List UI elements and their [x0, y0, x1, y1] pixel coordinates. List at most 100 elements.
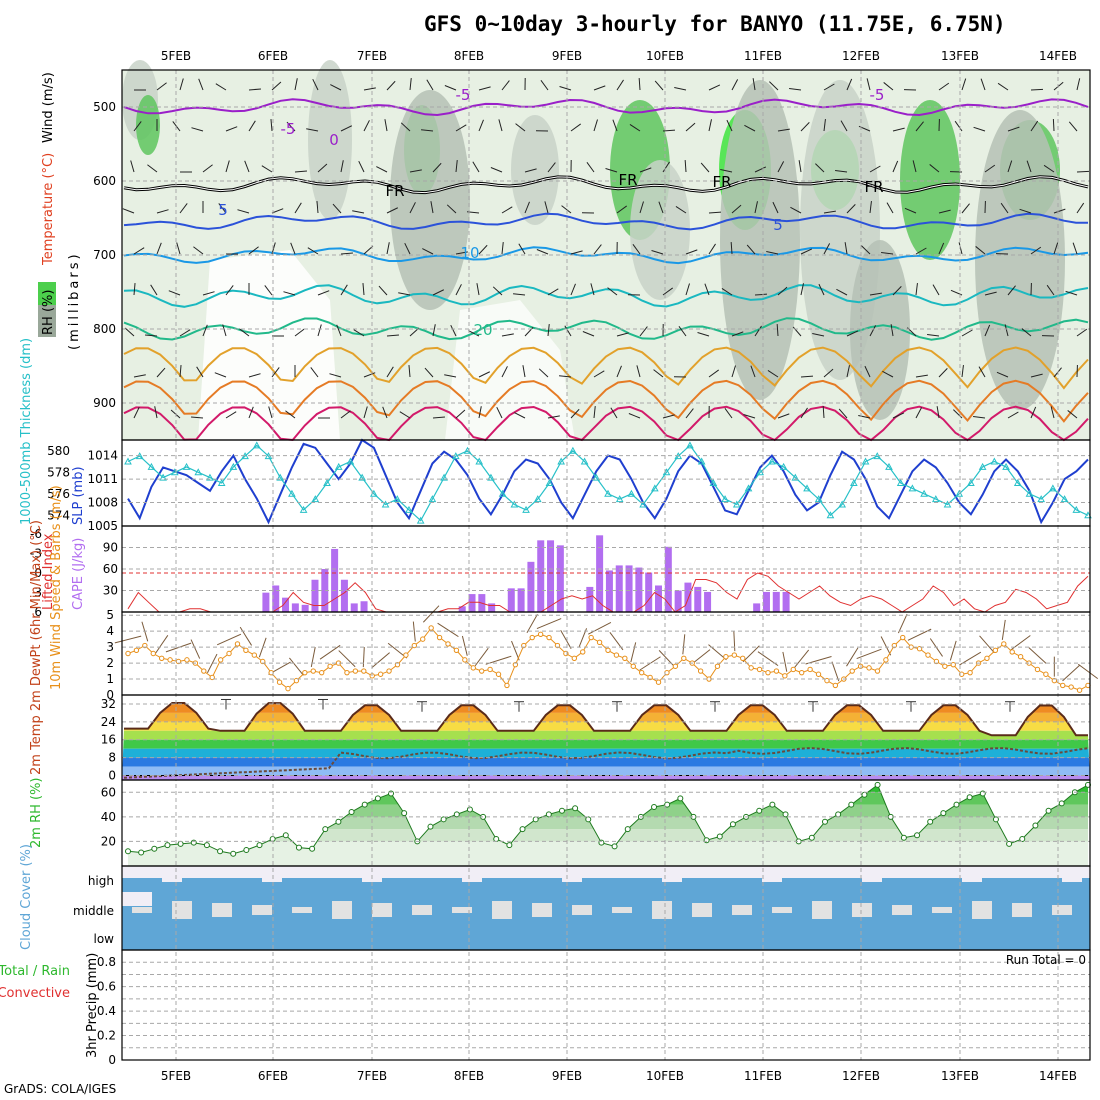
rh-point — [125, 848, 131, 855]
wind-speed-point — [832, 682, 839, 689]
cape-bar — [517, 588, 525, 612]
wind-barb-10m — [1062, 664, 1081, 682]
wind-barb-10m — [474, 647, 489, 667]
wind-barb — [340, 160, 344, 173]
wind-barb — [409, 202, 416, 214]
wind-barb — [616, 332, 629, 337]
wind-barb — [662, 129, 676, 132]
temp-band-3 — [122, 721, 1090, 731]
wind-speed-point — [723, 653, 729, 660]
wind-barb-10m — [1028, 647, 1047, 664]
wind-barb — [892, 412, 905, 419]
wind-barb — [823, 243, 831, 255]
cloud-high-clear — [782, 866, 802, 870]
wind-barb — [685, 249, 698, 255]
thickness-marker — [147, 462, 156, 470]
cloud-high-clear — [1042, 866, 1062, 874]
wind-barb — [1007, 411, 1019, 419]
wind-barb — [312, 78, 319, 91]
temperature-contour-35 — [123, 405, 1089, 442]
wind-barb — [632, 243, 641, 255]
wind-barb — [536, 249, 549, 255]
wind-speed-point — [546, 634, 552, 641]
bottom-date-label: 14FEB — [1039, 1069, 1077, 1083]
wind10-label: 10m Wind Speed & Barbs (m/s) — [49, 485, 64, 690]
thickness-marker — [990, 457, 999, 465]
wind-barb — [202, 291, 215, 296]
temp-band-2 — [122, 712, 1090, 722]
wind-barb — [191, 127, 204, 132]
wind-barb — [329, 373, 342, 378]
wind-barb — [271, 367, 280, 378]
thickness-marker — [838, 500, 846, 508]
thickness-marker — [744, 484, 753, 492]
rh-point — [1019, 835, 1026, 842]
wind-barb — [938, 368, 948, 378]
wind-barb — [744, 124, 756, 132]
wind-barb-10m — [362, 647, 365, 668]
wind-barb — [915, 121, 924, 132]
cloud-cover-label: Cloud Cover (%) — [19, 844, 34, 950]
cape-bar — [507, 588, 515, 612]
wind-barb — [1030, 406, 1037, 419]
cloud-high-clear — [382, 866, 402, 870]
wind-speed-point — [580, 649, 586, 655]
wind-speed-point — [234, 641, 241, 647]
wind-speed-point — [251, 652, 258, 658]
wind-barb — [708, 211, 722, 214]
slp-tick: 1014 — [87, 449, 118, 463]
cape-bar — [527, 561, 535, 612]
wind-barb — [264, 285, 273, 296]
wind-barb — [938, 242, 945, 255]
rh-point — [808, 834, 815, 841]
wind-barb — [455, 251, 468, 255]
wind-tick: 5 — [106, 608, 114, 622]
wind-barb — [404, 242, 411, 255]
wind-barb-10m — [206, 653, 218, 674]
thickness-marker — [1037, 495, 1046, 503]
cape-bar — [488, 603, 496, 612]
cloud-middle-clear — [452, 907, 472, 913]
thickness-marker — [405, 505, 413, 513]
wind-barb — [869, 201, 872, 214]
rh-point — [164, 842, 171, 849]
wind-barb — [904, 207, 917, 214]
cape-bar — [684, 582, 692, 612]
rh-point — [427, 823, 434, 830]
wind-barb — [936, 406, 940, 419]
wind-barb — [225, 160, 230, 173]
thickness-marker — [1002, 462, 1010, 470]
rh-point — [782, 811, 789, 818]
wind-barb — [378, 285, 388, 296]
rh-point — [835, 811, 842, 818]
thickness-tick: 576 — [47, 487, 70, 501]
temp-band-8 — [122, 766, 1090, 776]
rh-shade-14 — [975, 110, 1065, 410]
wind-barb — [559, 375, 572, 378]
wind-barb — [400, 122, 411, 132]
wind-barb — [455, 124, 467, 132]
wind-barb — [122, 208, 135, 214]
cloud-high-clear — [962, 866, 982, 882]
rh-point — [861, 791, 868, 798]
wind-barb — [386, 366, 394, 378]
wind-barb — [215, 83, 227, 91]
rh-tick: 40 — [101, 810, 116, 824]
wind-speed-point — [226, 650, 232, 657]
thickness-tick: 580 — [47, 444, 70, 458]
rh-point — [716, 833, 723, 840]
wind-barb — [777, 128, 790, 132]
wind-barb — [984, 291, 997, 296]
wind-speed-point — [748, 665, 754, 671]
thickness-marker — [814, 495, 823, 503]
wind-barb — [746, 244, 756, 255]
wind-barb-10m — [733, 631, 736, 652]
rh-point — [598, 839, 605, 846]
wind-barb — [363, 245, 374, 255]
wind-speed-point — [798, 669, 805, 676]
rh-point — [361, 801, 368, 808]
cloud-high-clear — [282, 866, 302, 870]
cloud-high-clear — [442, 866, 462, 874]
wind-barb — [724, 407, 733, 419]
wind-speed-point — [714, 663, 721, 669]
